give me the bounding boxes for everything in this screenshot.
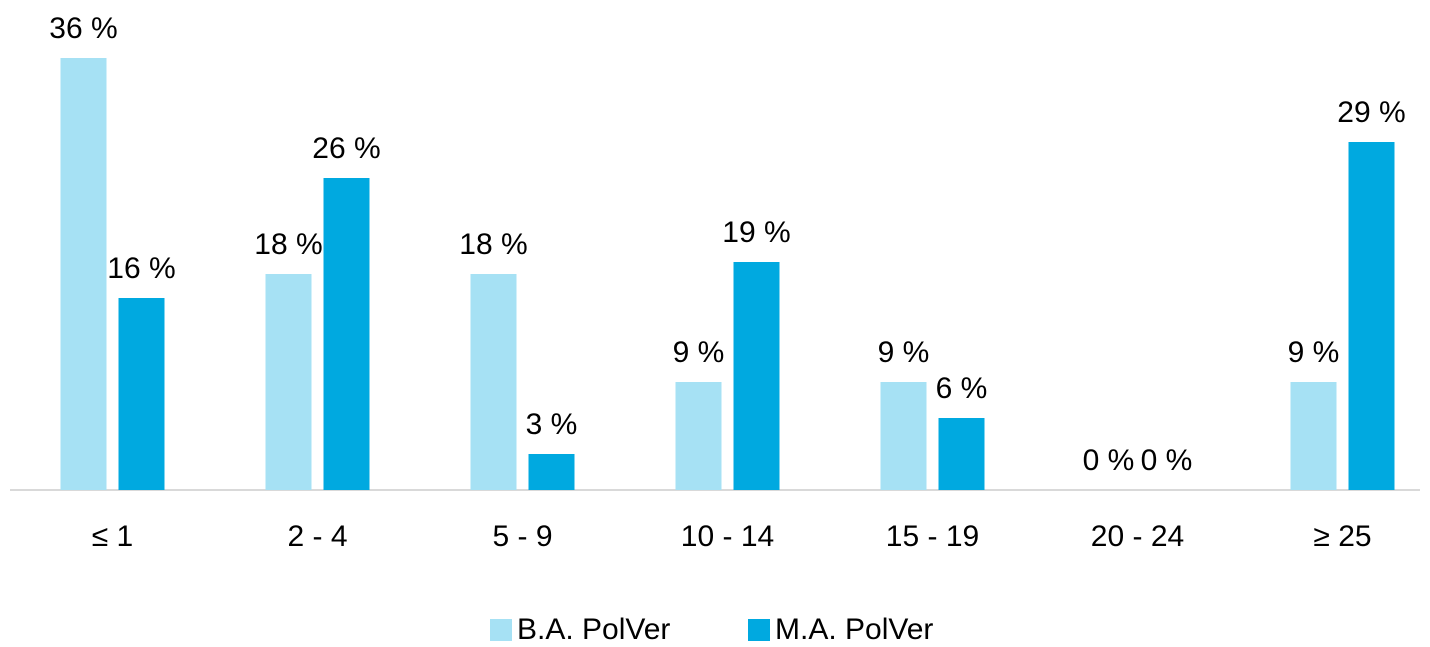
data-label: 9 % [673,336,725,369]
data-label: 19 % [722,216,790,249]
bar [60,58,107,490]
legend-label: M.A. PolVer [775,613,933,646]
data-label: 9 % [878,336,930,369]
x-tick-label: ≤ 1 [92,520,133,553]
legend-swatch [490,619,512,641]
x-tick-label: 20 - 24 [1091,520,1184,553]
data-label: 29 % [1337,96,1405,129]
data-label: 26 % [312,132,380,165]
bar [675,382,722,490]
data-label: 9 % [1288,336,1340,369]
bar [323,178,370,490]
data-label: 16 % [107,252,175,285]
legend-swatch [748,619,770,641]
data-label: 18 % [459,228,527,261]
bar [733,262,780,490]
bar [470,274,517,490]
data-label: 18 % [254,228,322,261]
x-tick-label: ≥ 25 [1313,520,1371,553]
legend-label: B.A. PolVer [517,613,670,646]
bar [118,298,165,490]
data-label: 0 % [1141,444,1193,477]
bar [880,382,927,490]
bar [1290,382,1337,490]
data-label: 0 % [1083,444,1135,477]
data-label: 3 % [526,408,578,441]
x-tick-label: 10 - 14 [681,520,774,553]
data-label: 6 % [936,372,988,405]
x-tick-label: 2 - 4 [287,520,347,553]
x-tick-label: 15 - 19 [886,520,979,553]
bar [1348,142,1395,490]
bar [528,454,575,490]
bar [938,418,985,490]
x-tick-label: 5 - 9 [492,520,552,553]
bar [265,274,312,490]
data-label: 36 % [49,12,117,45]
